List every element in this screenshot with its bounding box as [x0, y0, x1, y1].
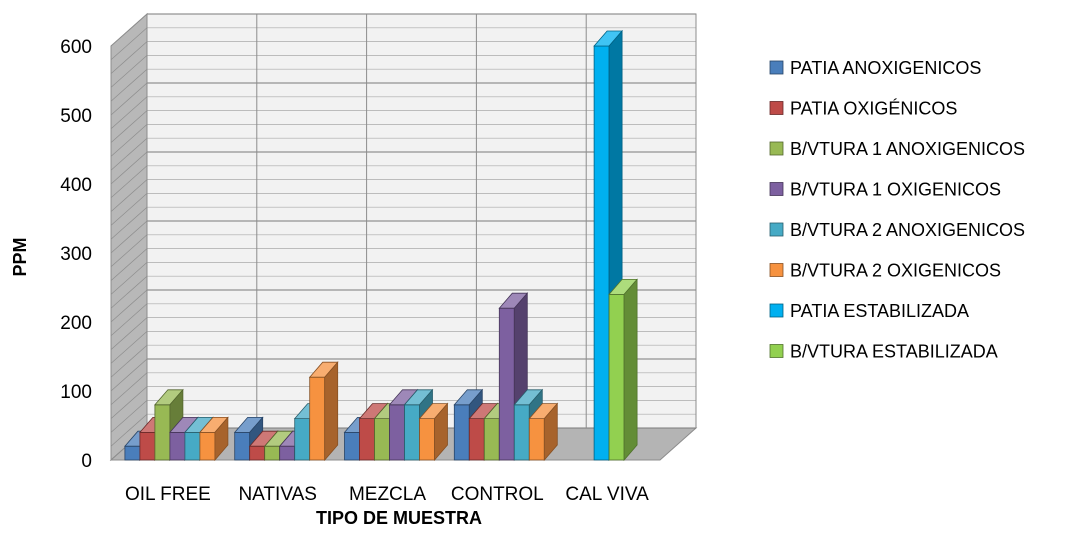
legend-swatch [769, 101, 784, 115]
side-gridline [110, 234, 148, 268]
legend-swatch [769, 222, 784, 237]
legend-label: B/VTURA 2 ANOXIGENICOS [790, 220, 1025, 240]
legend-swatch [769, 344, 784, 358]
legend-item: B/VTURA 2 ANOXIGENICOS [769, 220, 1025, 240]
y-tick-label: 0 [81, 451, 92, 472]
legend-label: B/VTURA 2 OXIGENICOS [790, 261, 1001, 281]
legend-item: B/VTURA 2 OXIGENICOS [769, 261, 1001, 281]
side-gridline [110, 262, 148, 295]
bars [124, 29, 638, 462]
legend-swatch [769, 263, 784, 277]
legend-label: PATIA OXIGÉNICOS [790, 99, 957, 119]
side-gridline [110, 275, 148, 309]
bar [199, 416, 229, 462]
side-gridline [110, 27, 148, 61]
y-tick-label: 300 [60, 244, 92, 265]
legend-label: B/VTURA 1 OXIGENICOS [790, 180, 1001, 200]
x-tick-label: CAL VIVA [565, 484, 649, 505]
x-axis-label: TIPO DE MUESTRA [316, 508, 482, 528]
side-gridline [110, 413, 148, 447]
side-gridline [110, 68, 148, 102]
side-gridline [110, 96, 148, 130]
side-gridline [110, 220, 148, 254]
y-tick-label: 600 [60, 37, 92, 58]
side-gridline [110, 317, 148, 350]
side-gridline [110, 331, 148, 364]
side-gridline [110, 248, 148, 281]
side-gridline [110, 303, 148, 337]
legend-swatch [769, 60, 784, 75]
side-gridline [110, 179, 148, 212]
bar [418, 402, 449, 462]
legend-label: B/VTURA 1 ANOXIGENICOS [790, 139, 1025, 159]
side-gridline [110, 165, 148, 199]
legend-item: PATIA ESTABILIZADA [769, 301, 969, 321]
legend-item: B/VTURA 1 ANOXIGENICOS [769, 139, 1025, 159]
legend-label: PATIA ANOXIGENICOS [790, 58, 981, 78]
x-tick-labels: OIL FREE NATIVAS MEZCLA CONTROL CAL VIVA [125, 484, 649, 505]
legend-swatch [769, 303, 784, 318]
bar [608, 278, 638, 462]
legend-swatch [769, 141, 784, 156]
legend-label: B/VTURA ESTABILIZADA [790, 342, 998, 362]
side-gridline [110, 193, 148, 226]
side-gridline [110, 41, 148, 74]
y-tick-label: 400 [60, 175, 92, 196]
legend-swatch [769, 182, 784, 196]
x-tick-label: NATIVAS [238, 484, 316, 505]
legend-label: PATIA ESTABILIZADA [790, 301, 969, 321]
side-gridline [110, 206, 148, 240]
x-tick-label: MEZCLA [349, 484, 426, 505]
side-gridline [110, 386, 148, 419]
y-tick-label: 200 [60, 313, 92, 334]
side-gridline [110, 400, 148, 433]
side-gridline [110, 289, 148, 323]
x-tick-label: CONTROL [451, 484, 544, 505]
side-gridline [110, 358, 148, 392]
legend-item: B/VTURA ESTABILIZADA [769, 342, 998, 362]
y-tick-label: 500 [60, 106, 92, 127]
side-gridline [110, 82, 148, 116]
bar [308, 361, 339, 462]
side-gridline [110, 151, 148, 185]
side-gridline [110, 344, 148, 378]
side-gridline [110, 137, 148, 171]
legend-item: PATIA OXIGÉNICOS [769, 99, 957, 119]
side-gridline [110, 372, 148, 406]
legend-item: B/VTURA 1 OXIGENICOS [769, 180, 1001, 200]
bar [528, 402, 559, 462]
legend-item: PATIA ANOXIGENICOS [769, 58, 981, 78]
side-gridline [110, 55, 148, 88]
side-gridline [110, 124, 148, 157]
side-gridline [110, 110, 148, 143]
side-gridline [110, 13, 148, 47]
legend: PATIA ANOXIGENICOS PATIA OXIGÉNICOS B/VTUR… [769, 58, 1025, 362]
x-tick-label: OIL FREE [125, 484, 211, 505]
y-axis-label: PPM [10, 237, 30, 276]
y-tick-labels: 0 100 200 300 400 500 600 [60, 37, 92, 472]
y-tick-label: 100 [60, 382, 92, 403]
